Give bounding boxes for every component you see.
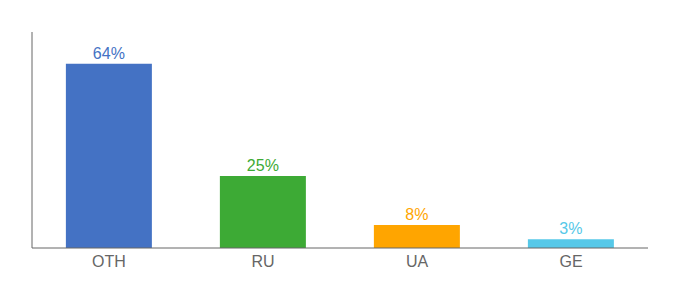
svg-text:UA: UA — [406, 253, 429, 270]
svg-text:25%: 25% — [247, 157, 279, 174]
svg-text:OTH: OTH — [92, 253, 126, 270]
svg-text:8%: 8% — [405, 206, 428, 223]
svg-text:GE: GE — [559, 253, 582, 270]
svg-text:64%: 64% — [93, 45, 125, 62]
svg-text:3%: 3% — [559, 220, 582, 237]
svg-text:RU: RU — [251, 253, 274, 270]
